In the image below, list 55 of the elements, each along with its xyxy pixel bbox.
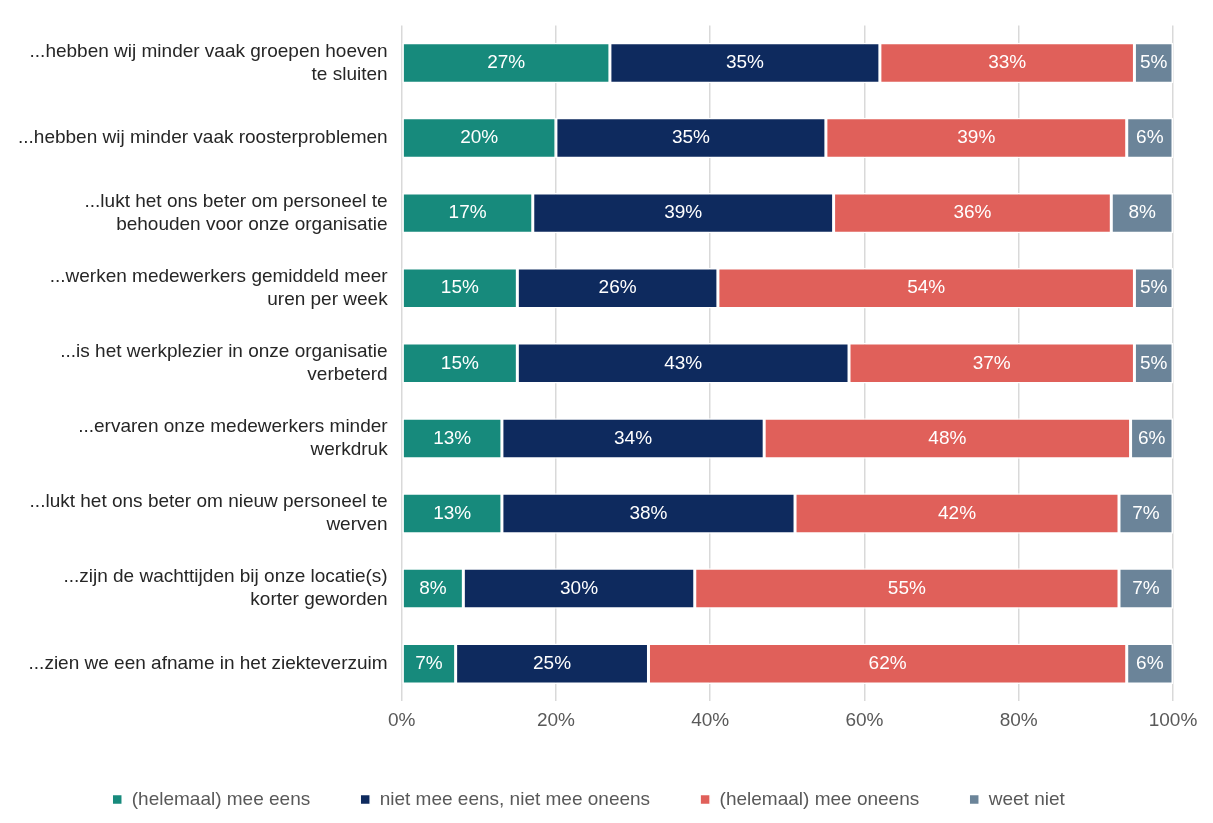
data-label: 6% (1138, 426, 1166, 448)
data-label: 7% (1132, 576, 1160, 598)
data-label: 38% (629, 501, 668, 523)
x-tick-label: 40% (691, 708, 730, 730)
y-tick-label: ...zijn de wachttijden bij onze locatie(s) korter geworden (63, 565, 388, 610)
y-tick-label: ...zien we een afname in het ziekteverzuim (28, 651, 388, 673)
data-label: 7% (415, 651, 443, 673)
data-label: 62% (868, 651, 907, 673)
data-label: 6% (1136, 126, 1164, 148)
data-label: 39% (664, 201, 703, 223)
data-label: 26% (598, 276, 637, 298)
data-label: 39% (957, 126, 996, 148)
legend-label: weet niet (987, 787, 1066, 809)
x-tick-label: 0% (387, 708, 416, 730)
legend-label: (helemaal) mee oneens (719, 787, 920, 809)
data-label: 5% (1139, 276, 1168, 298)
y-tick-label: ...ervaren onze medewerkers minder werkdruk (78, 415, 389, 460)
data-label: 54% (907, 276, 946, 298)
data-label: 5% (1139, 351, 1168, 373)
x-tick-label: 80% (999, 708, 1038, 730)
data-label: 42% (938, 501, 977, 523)
data-label: 13% (433, 426, 472, 448)
data-label: 35% (725, 51, 765, 73)
data-label: 48% (928, 426, 967, 448)
data-label: 8% (1128, 201, 1156, 223)
data-label: 6% (1136, 651, 1164, 673)
data-label: 15% (440, 276, 479, 298)
data-label: 33% (988, 51, 1027, 73)
data-label: 55% (887, 576, 926, 598)
data-label: 37% (972, 351, 1011, 373)
data-label: 13% (433, 501, 472, 523)
x-tick-label: 20% (536, 708, 576, 730)
data-label: 20% (460, 126, 499, 148)
data-label: 8% (419, 576, 447, 598)
y-tick-label: ...hebben wij minder vaak roosterproblemen (18, 126, 388, 148)
data-label: 35% (671, 126, 711, 148)
data-label: 5% (1139, 51, 1168, 73)
data-label: 30% (560, 576, 599, 598)
data-label: 25% (533, 651, 572, 673)
data-label: 43% (664, 351, 703, 373)
data-label: 17% (448, 201, 487, 223)
y-tick-label: ...werken medewerkers gemiddeld meer uren per week (49, 265, 389, 309)
data-label: 34% (614, 426, 653, 448)
x-tick-label: 60% (845, 708, 884, 730)
x-tick-label: 100% (1148, 708, 1198, 730)
y-tick-label: ...is het werkplezier in onze organisatie verbeterd (60, 340, 388, 384)
y-tick-label: ...hebben wij minder vaak groepen hoeven te sluiten (29, 39, 388, 84)
data-label: 36% (953, 201, 992, 223)
data-label: 15% (440, 351, 479, 373)
y-tick-label: ...lukt het ons beter om nieuw personeel te werven (29, 490, 388, 535)
legend-label: (helemaal) mee eens (131, 787, 311, 809)
data-label: 7% (1132, 501, 1160, 523)
data-label: 27% (487, 51, 526, 73)
legend-label: niet mee eens, niet mee oneens (379, 787, 651, 809)
y-tick-label: ...lukt het ons beter om personeel te behouden voor onze organisatie (84, 189, 388, 234)
